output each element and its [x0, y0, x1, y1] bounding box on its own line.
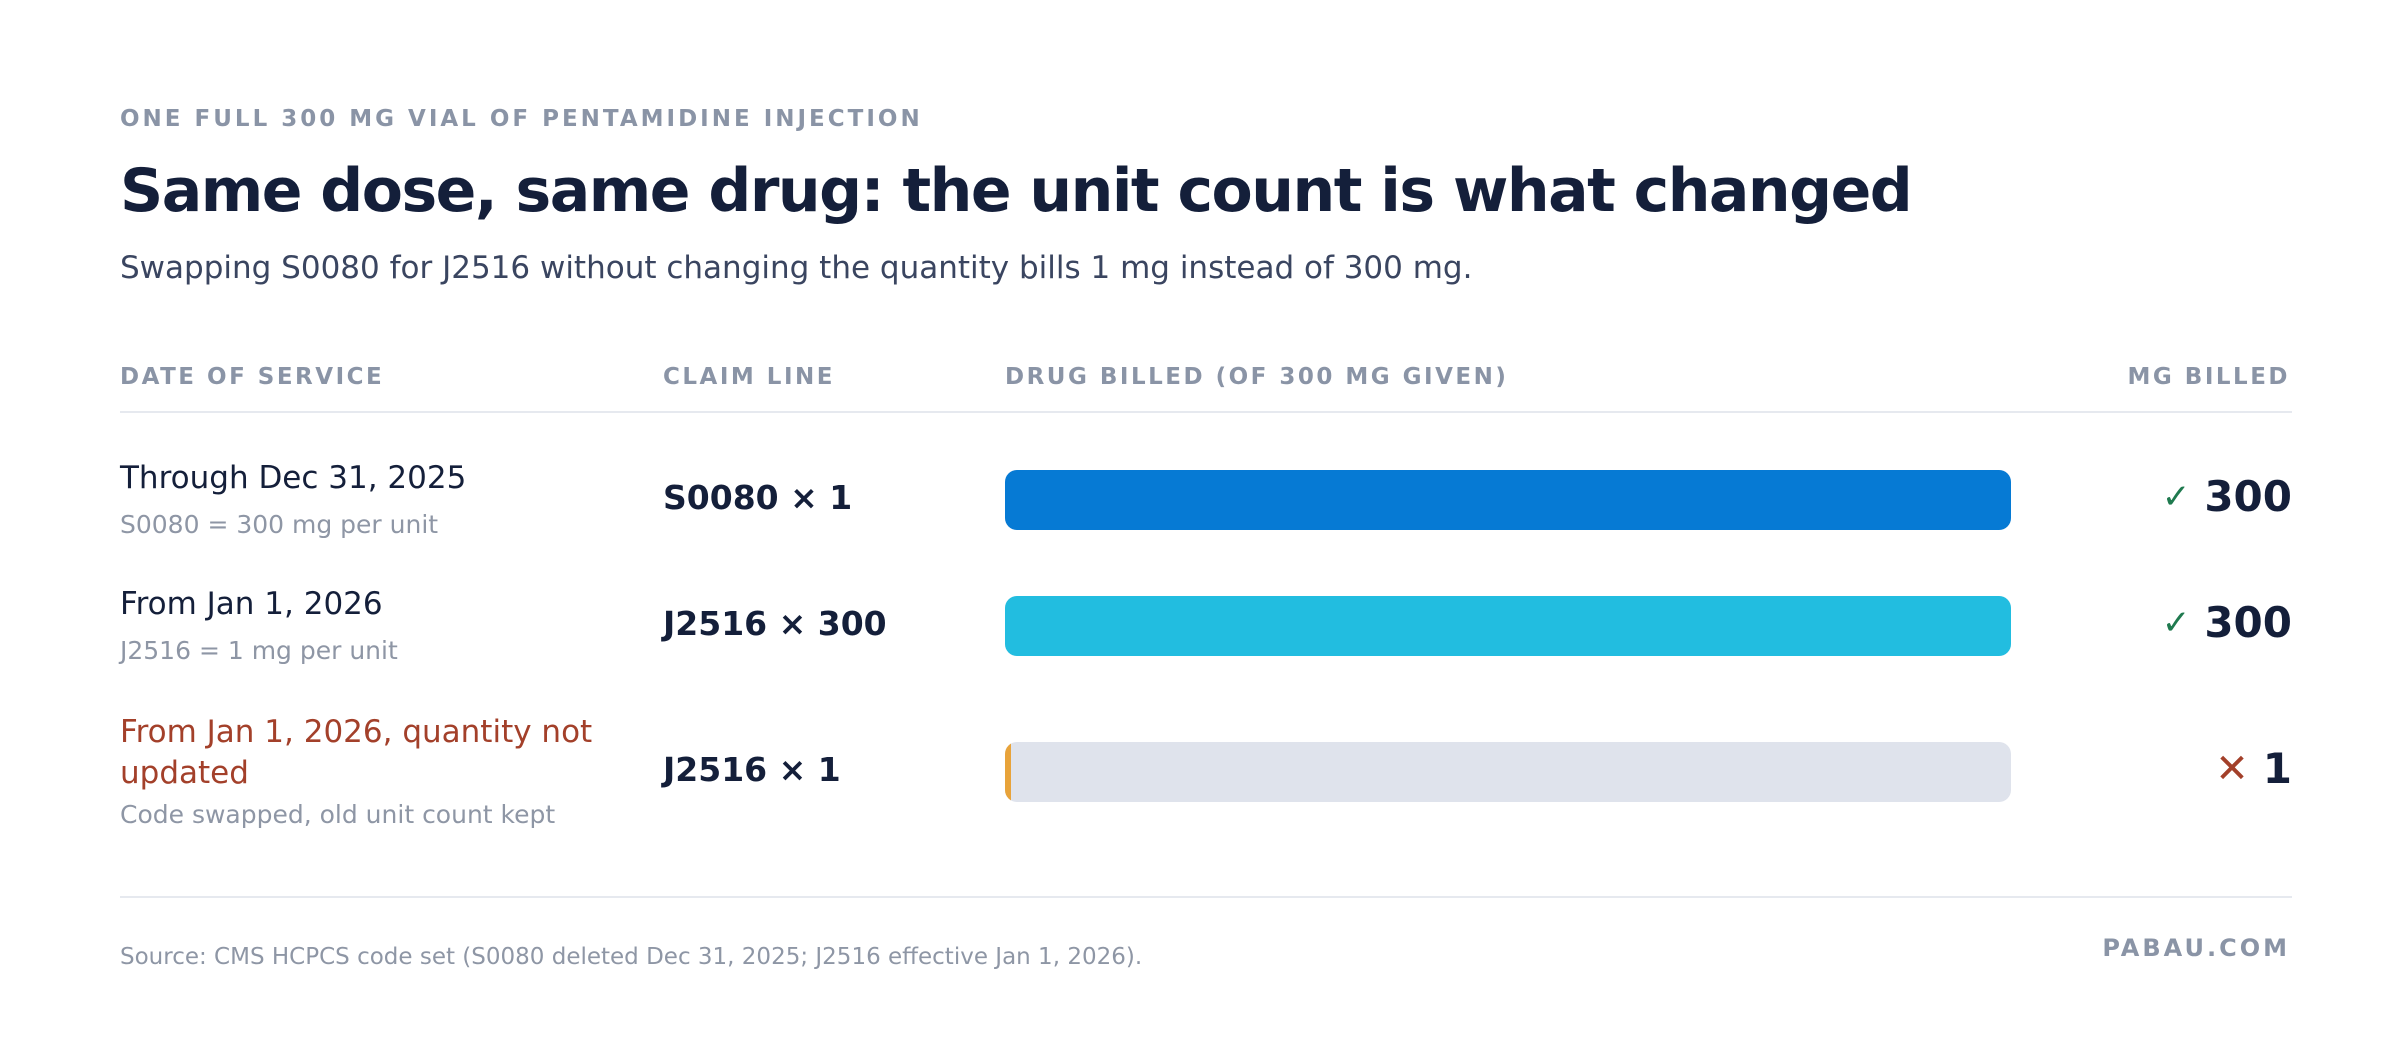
mg-value: 300	[2204, 598, 2292, 647]
chart-title: Same dose, same drug: the unit count is …	[120, 156, 1913, 226]
row-date: Through Dec 31, 2025	[120, 460, 467, 496]
row-note: S0080 = 300 mg per unit	[120, 510, 439, 539]
row-date: From Jan 1, 2026	[120, 586, 383, 622]
bar-fill	[1005, 742, 1011, 802]
row-note: Code swapped, old unit count kept	[120, 800, 556, 829]
header-divider	[120, 411, 2292, 413]
row-claim-line: J2516 × 300	[663, 604, 887, 643]
column-header-claim: CLAIM LINE	[663, 364, 835, 390]
chart-subtitle: Swapping S0080 for J2516 without changin…	[120, 250, 1473, 286]
column-header-drug: DRUG BILLED (OF 300 MG GIVEN)	[1005, 364, 1509, 390]
column-header-date: DATE OF SERVICE	[120, 364, 385, 390]
check-icon: ✓	[2161, 602, 2191, 643]
row-date: From Jan 1, 2026, quantity not updated	[120, 714, 593, 791]
chart-eyebrow: ONE FULL 300 MG VIAL OF PENTAMIDINE INJE…	[120, 106, 923, 132]
mg-value: 300	[2204, 472, 2292, 521]
check-icon: ✓	[2161, 476, 2191, 517]
row-mg-billed: ✕ 1	[2215, 744, 2292, 793]
footer-divider	[120, 896, 2292, 898]
bar-track	[1005, 470, 2011, 530]
source-note: Source: CMS HCPCS code set (S0080 delete…	[120, 944, 1143, 970]
cross-icon: ✕	[2215, 745, 2249, 792]
bar-track	[1005, 742, 2011, 802]
bar-fill	[1005, 470, 2011, 530]
bar-track	[1005, 596, 2011, 656]
row-note: J2516 = 1 mg per unit	[120, 636, 398, 665]
brand-label: PABAU.COM	[2102, 934, 2290, 962]
column-header-mg: MG BILLED	[2127, 364, 2290, 390]
bar-fill	[1005, 596, 2011, 656]
row-claim-line: J2516 × 1	[663, 750, 841, 789]
mg-value: 1	[2262, 744, 2292, 793]
row-claim-line: S0080 × 1	[663, 478, 853, 517]
row-mg-billed: ✓ 300	[2162, 598, 2292, 647]
row-mg-billed: ✓ 300	[2162, 472, 2292, 521]
